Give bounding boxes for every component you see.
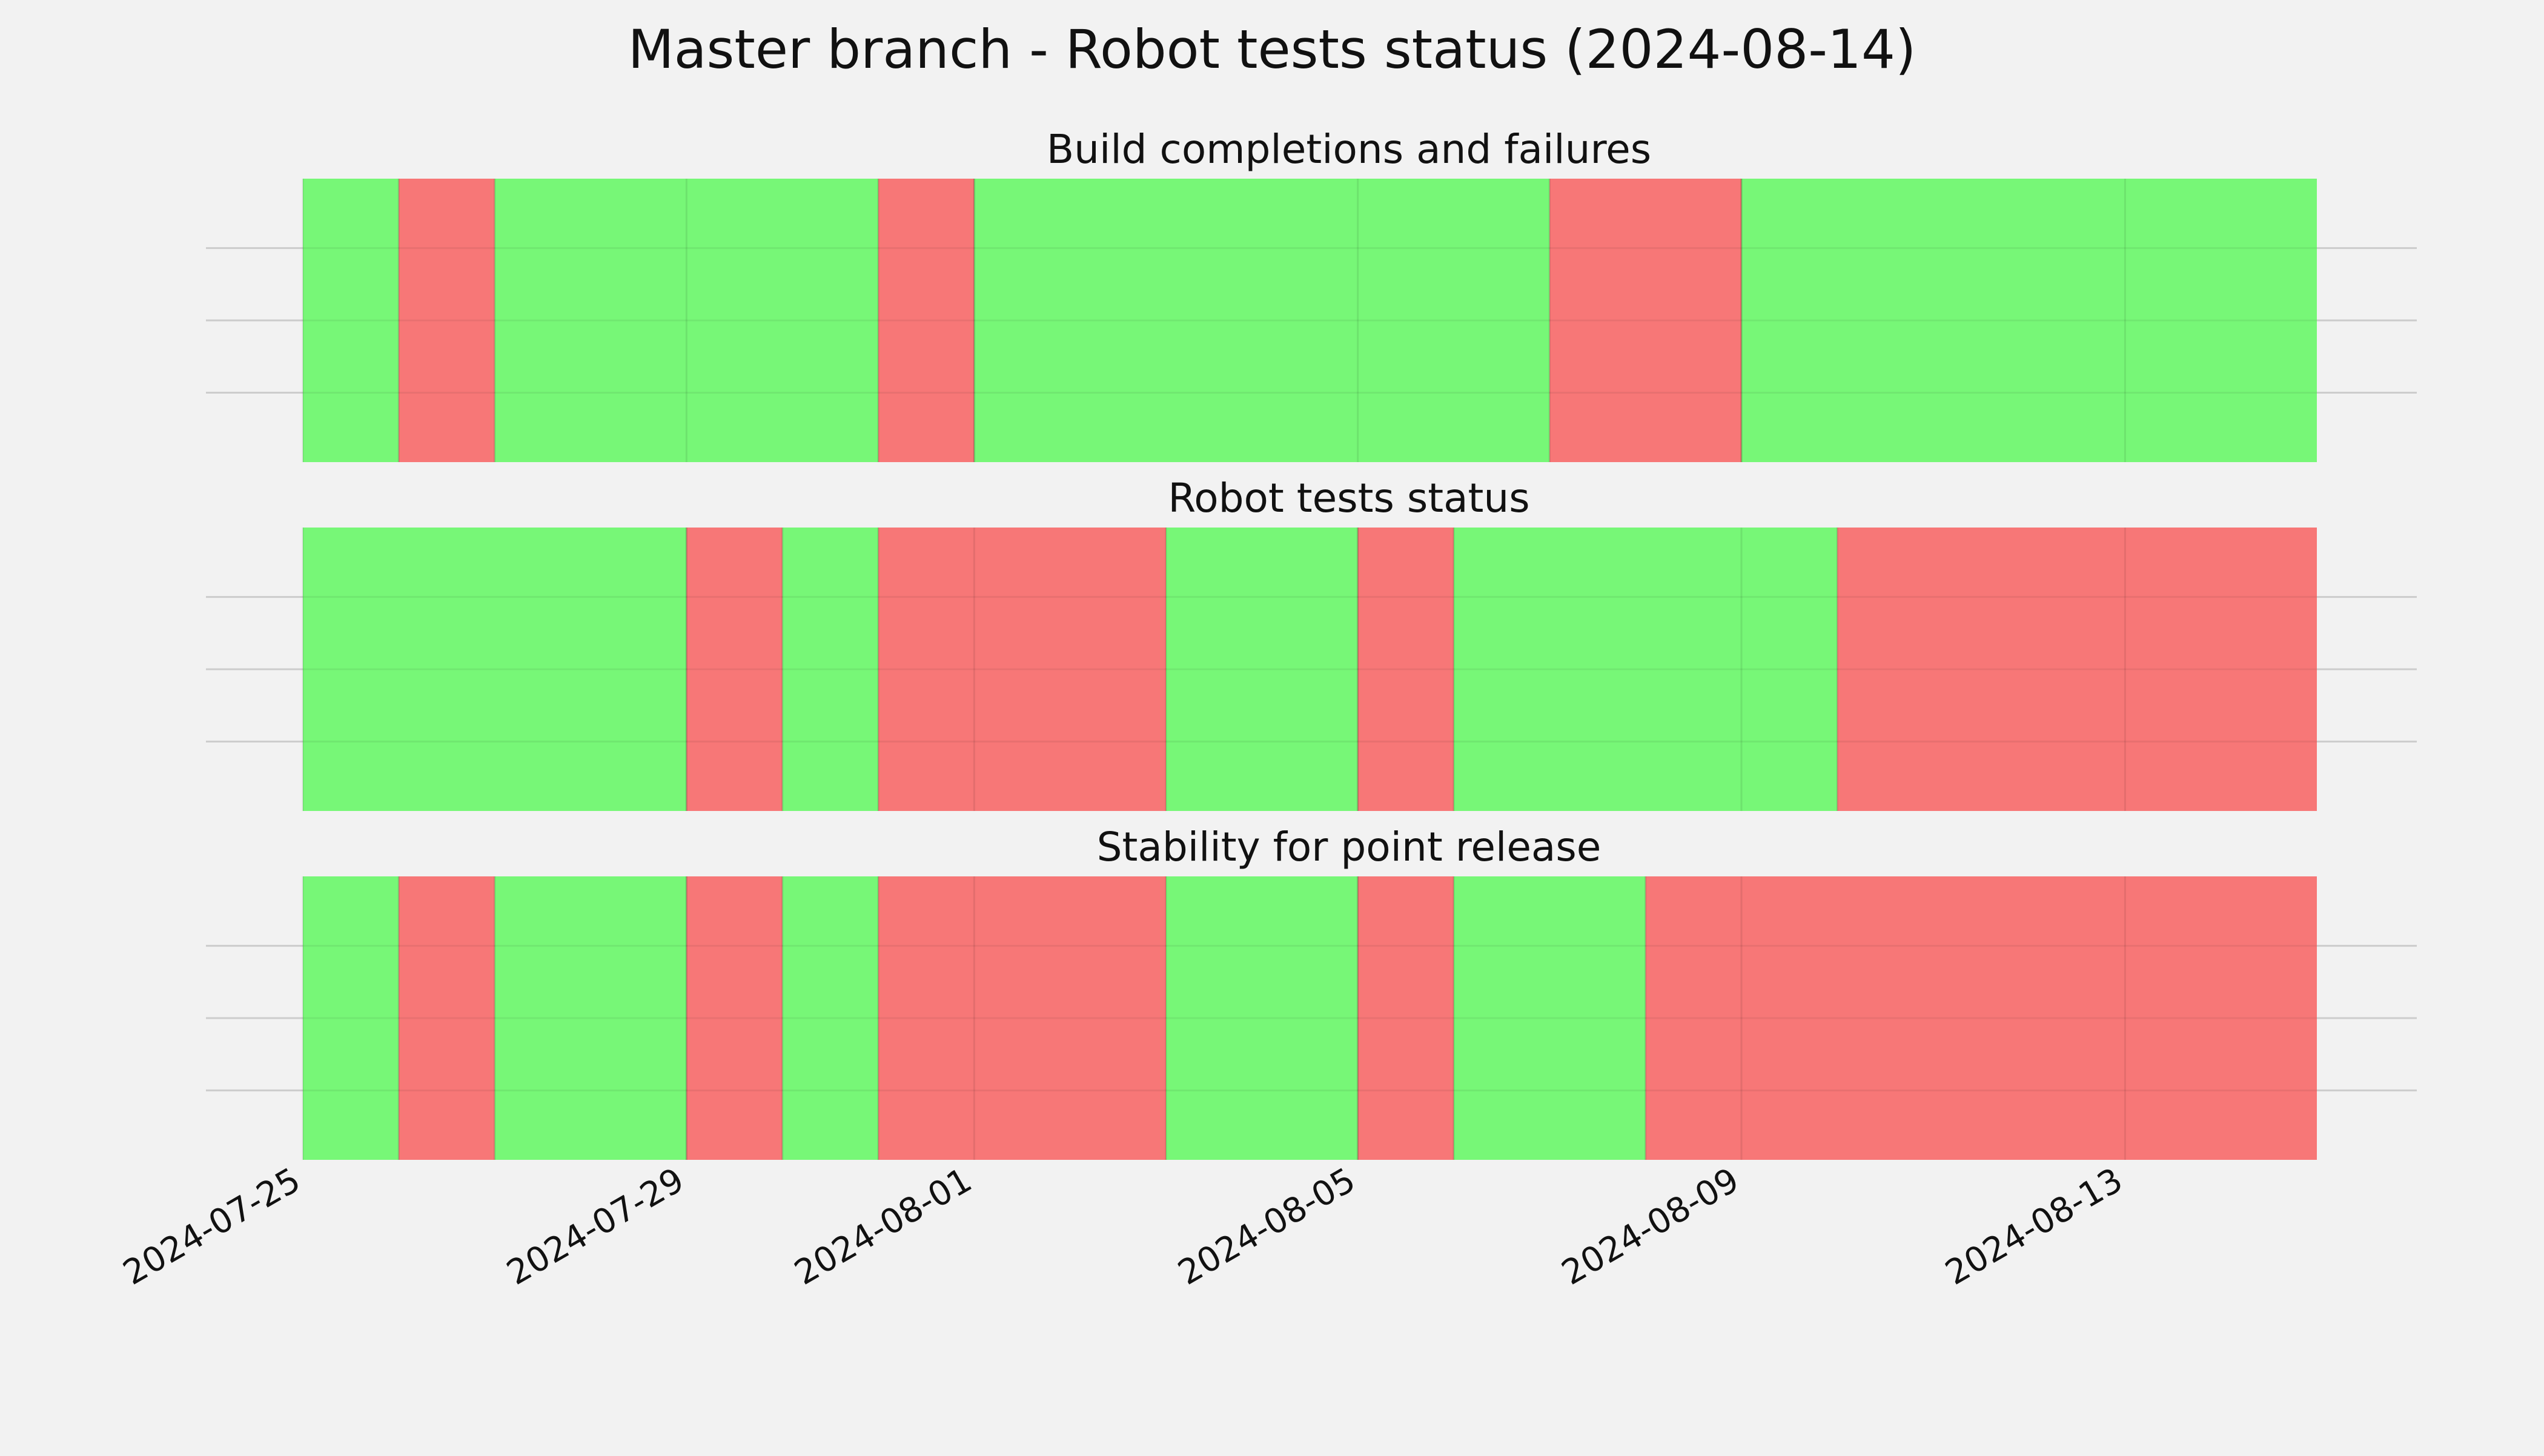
status-segment-pass: [782, 528, 878, 811]
status-segment-fail: [399, 179, 495, 462]
status-segment-fail: [1837, 528, 2317, 811]
x-tick-label: 2024-07-25: [117, 1160, 307, 1293]
status-segment-pass: [1166, 528, 1358, 811]
status-segment-fail: [686, 876, 783, 1160]
status-segment-fail: [878, 179, 975, 462]
x-tick-label: 2024-08-05: [1171, 1160, 1362, 1293]
x-tick-label: 2024-08-13: [1939, 1160, 2129, 1293]
panel-1: Build completions and failures: [206, 126, 2417, 462]
status-segment-pass: [1454, 528, 1838, 811]
status-segment-fail: [1645, 876, 2317, 1160]
panel-title: Build completions and failures: [1047, 126, 1651, 173]
status-segment-pass: [782, 876, 878, 1160]
status-segment-fail: [878, 876, 1166, 1160]
chart-title: Master branch - Robot tests status (2024…: [628, 18, 1916, 81]
panel-title: Stability for point release: [1097, 824, 1602, 870]
status-segment-pass: [494, 876, 687, 1160]
status-segment-pass: [494, 179, 878, 462]
status-segment-fail: [686, 528, 783, 811]
status-segment-pass: [1166, 876, 1358, 1160]
status-segment-pass: [1454, 876, 1646, 1160]
status-segment-pass: [1741, 179, 2317, 462]
x-tick-label: 2024-08-01: [788, 1160, 978, 1293]
status-segment-pass: [303, 876, 399, 1160]
status-segment-pass: [303, 179, 399, 462]
status-segment-fail: [399, 876, 495, 1160]
status-segment-pass: [303, 528, 687, 811]
panel-2: Robot tests status: [206, 475, 2417, 811]
status-segment-fail: [878, 528, 1166, 811]
panel-3: Stability for point release: [206, 824, 2417, 1160]
status-segment-fail: [1357, 876, 1454, 1160]
x-tick-label: 2024-07-29: [500, 1160, 691, 1293]
x-axis: 2024-07-25 2024-07-29 2024-08-01 2024-08-05…: [117, 1160, 2130, 1293]
panel-title: Robot tests status: [1168, 475, 1529, 521]
x-tick-label: 2024-08-09: [1555, 1160, 1746, 1293]
status-segment-fail: [1357, 528, 1454, 811]
status-segment-pass: [974, 179, 1550, 462]
status-segment-fail: [1549, 179, 1741, 462]
panels-group: Build completions and failures Robot test…: [206, 126, 2417, 1160]
